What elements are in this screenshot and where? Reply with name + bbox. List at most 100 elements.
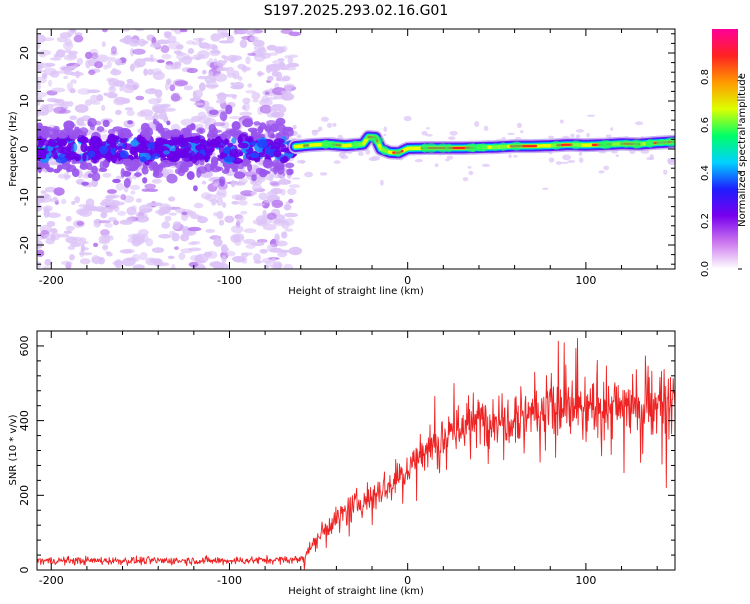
colorbar-gradient bbox=[712, 29, 738, 269]
spectrogram-noise-blob bbox=[579, 157, 584, 163]
spectrogram-noise-blob bbox=[321, 117, 329, 122]
colorbar-tick-label: 0.2 bbox=[700, 213, 711, 229]
spectrogram-noise-blob bbox=[138, 229, 149, 236]
spectrogram-band-blob bbox=[132, 159, 140, 166]
spectrogram-noise-blob bbox=[171, 93, 180, 101]
spectrogram-noise-blob bbox=[285, 228, 293, 231]
spectrogram-noise-blob bbox=[179, 58, 183, 63]
spectrogram-band-blob bbox=[251, 129, 258, 136]
spectrogram-noise-blob bbox=[358, 152, 364, 156]
spectrogram-noise-blob bbox=[171, 28, 177, 32]
spectrogram-band-blob bbox=[144, 131, 150, 140]
spectrogram-noise-blob bbox=[245, 90, 256, 93]
spectrogram-noise-blob bbox=[144, 184, 156, 190]
spectrogram-noise-blob bbox=[205, 194, 217, 201]
spectrogram-band-blob bbox=[257, 139, 268, 148]
spectrogram-ridge-lobe bbox=[630, 140, 643, 149]
spectrogram-noise-blob bbox=[216, 94, 229, 98]
spectrogram-band-blob bbox=[58, 132, 69, 139]
spectrogram-noise-blob bbox=[174, 246, 179, 250]
spectrogram-noise-blob bbox=[76, 118, 83, 125]
spectrogram-ridge-lobe bbox=[551, 141, 562, 150]
spectrogram-noise-blob bbox=[44, 234, 57, 240]
spectrogram-noise-blob bbox=[34, 204, 42, 212]
spectrogram-band-blob bbox=[119, 139, 124, 143]
spectrogram-noise-blob bbox=[610, 127, 613, 131]
spectrogram-noise-blob bbox=[301, 161, 305, 164]
spectrogram-noise-blob bbox=[65, 175, 71, 179]
spectrogram-noise-blob bbox=[140, 252, 148, 260]
spectrogram-band-blob bbox=[99, 141, 106, 146]
spectrogram-noise-blob bbox=[192, 41, 202, 45]
spectrogram-noise-blob bbox=[267, 244, 277, 252]
spectrogram-band-blob bbox=[216, 167, 224, 171]
spectrogram-noise-blob bbox=[80, 258, 91, 264]
spectrogram-band-blob bbox=[268, 129, 275, 138]
figure-title: S197.2025.293.02.16.G01 bbox=[264, 3, 449, 19]
spectrogram-band-blob bbox=[242, 118, 253, 127]
spectrogram-noise-blob bbox=[91, 52, 98, 59]
spectrogram-noise-blob bbox=[168, 196, 175, 201]
spectrogram-noise-blob bbox=[161, 104, 169, 107]
spectrogram-band-blob bbox=[285, 163, 294, 169]
spectrogram-noise-blob bbox=[123, 249, 135, 254]
spectrogram-noise-blob bbox=[239, 178, 248, 184]
spectrogram-band-blob bbox=[220, 111, 228, 121]
spectrogram-noise-blob bbox=[152, 179, 162, 184]
spectrogram-xtick-label: -200 bbox=[39, 274, 64, 287]
spectrogram-noise-blob bbox=[254, 44, 265, 51]
spectrogram-noise-blob bbox=[213, 183, 219, 186]
spectrogram-noise-blob bbox=[169, 231, 175, 236]
spectrogram-noise-blob bbox=[140, 208, 152, 212]
spectrogram-band-blob bbox=[253, 121, 260, 125]
spectrogram-noise-blob bbox=[101, 105, 105, 111]
spectrogram-noise-blob bbox=[445, 159, 449, 162]
spectrogram-noise-blob bbox=[272, 200, 284, 208]
spectrogram-noise-blob bbox=[219, 220, 224, 226]
spectrogram-noise-blob bbox=[178, 252, 185, 260]
snr-ytick-label: 0 bbox=[18, 567, 31, 574]
spectrogram-band-blob bbox=[222, 169, 230, 174]
spectrogram-noise-blob bbox=[415, 159, 423, 162]
spectrogram-noise-blob bbox=[93, 243, 98, 247]
spectrogram-band-blob bbox=[224, 156, 235, 163]
spectrogram-band-blob bbox=[113, 137, 118, 143]
spectrogram-noise-blob bbox=[474, 121, 479, 127]
spectrogram-band-blob bbox=[53, 131, 59, 137]
spectrogram-band-blob bbox=[204, 155, 208, 162]
spectrogram-noise-blob bbox=[242, 105, 246, 110]
spectrogram-noise-blob bbox=[127, 110, 135, 116]
spectrogram-noise-blob bbox=[383, 134, 386, 136]
spectrogram-noise-blob bbox=[210, 33, 220, 41]
spectrogram-noise-blob bbox=[213, 264, 223, 271]
spectrogram-noise-blob bbox=[251, 192, 257, 195]
spectrogram-ytick-label: 10 bbox=[18, 94, 31, 108]
spectrogram-noise-blob bbox=[79, 250, 84, 258]
spectrogram-band-blob bbox=[152, 153, 160, 159]
spectrogram-ridge-lobe bbox=[445, 144, 453, 153]
spectrogram-noise-blob bbox=[246, 31, 256, 35]
spectrogram-noise-blob bbox=[251, 242, 265, 246]
spectrogram-band-blob bbox=[129, 147, 137, 155]
spectrogram-ridge-lobe bbox=[352, 141, 359, 150]
spectrogram-noise-blob bbox=[102, 27, 108, 32]
spectrogram-noise-blob bbox=[278, 179, 291, 185]
spectrogram-noise-blob bbox=[61, 261, 73, 265]
spectrogram-noise-blob bbox=[132, 49, 145, 55]
spectrogram-noise-blob bbox=[176, 44, 184, 50]
spectrogram-noise-blob bbox=[184, 85, 193, 90]
spectrogram-noise-blob bbox=[253, 203, 265, 206]
spectrogram-noise-blob bbox=[247, 83, 252, 87]
spectrogram-noise-blob bbox=[513, 155, 517, 158]
spectrogram-noise-blob bbox=[61, 199, 66, 204]
spectrogram-noise-blob bbox=[517, 123, 522, 129]
spectrogram-noise-blob bbox=[425, 134, 432, 137]
snr-ytick-label: 400 bbox=[18, 410, 31, 431]
spectrogram-ridge-lobe bbox=[492, 143, 499, 151]
spectrogram-noise-blob bbox=[267, 76, 274, 81]
spectrogram-noise-blob bbox=[158, 234, 171, 239]
spectrogram-band-blob bbox=[71, 159, 76, 164]
spectrogram-band-blob bbox=[263, 159, 271, 168]
spectrogram-noise-blob bbox=[113, 220, 119, 225]
